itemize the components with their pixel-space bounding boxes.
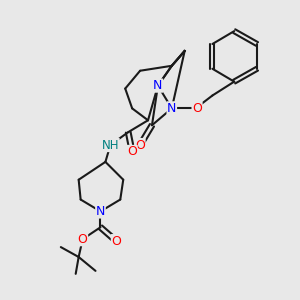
Text: N: N [96,205,105,218]
Text: O: O [135,139,145,152]
Text: O: O [127,146,137,158]
Text: N: N [167,102,176,115]
Text: N: N [153,79,163,92]
Text: O: O [111,235,121,248]
Text: O: O [78,233,88,246]
Text: O: O [192,102,202,115]
Text: NH: NH [102,139,119,152]
